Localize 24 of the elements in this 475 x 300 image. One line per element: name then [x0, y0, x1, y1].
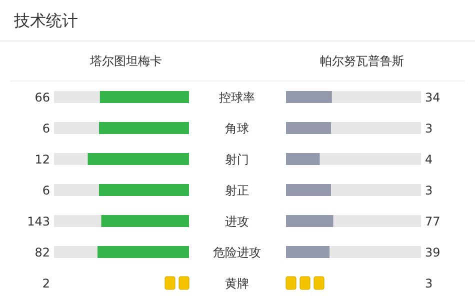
- category-label: 黄牌: [225, 276, 249, 290]
- data-label: 34: [425, 90, 440, 104]
- category-label: 控球率: [219, 90, 255, 104]
- data-label: 4: [425, 152, 433, 166]
- category-label: 进攻: [225, 214, 249, 228]
- text: 技术统计: [13, 11, 78, 30]
- data-label: 66: [34, 90, 50, 104]
- text: 塔尔图坦梅卡: [89, 54, 162, 68]
- data-label: 82: [34, 246, 50, 260]
- data-label: 6: [42, 184, 50, 198]
- data-label: 77: [425, 214, 440, 228]
- data-label: 6: [42, 122, 50, 136]
- category-label: 射正: [225, 184, 249, 198]
- data-label: 2: [42, 276, 50, 290]
- data-label: 12: [34, 152, 50, 166]
- data-label: 3: [425, 122, 433, 136]
- data-label: 143: [27, 214, 50, 228]
- data-label: 39: [425, 246, 440, 260]
- category-label: 危险进攻: [213, 246, 261, 260]
- data-label: 3: [425, 184, 433, 198]
- category-label: 角球: [225, 122, 249, 136]
- text: 帕尔努瓦普鲁斯: [320, 54, 404, 68]
- category-label: 射门: [225, 152, 249, 166]
- data-label: 3: [425, 276, 433, 290]
